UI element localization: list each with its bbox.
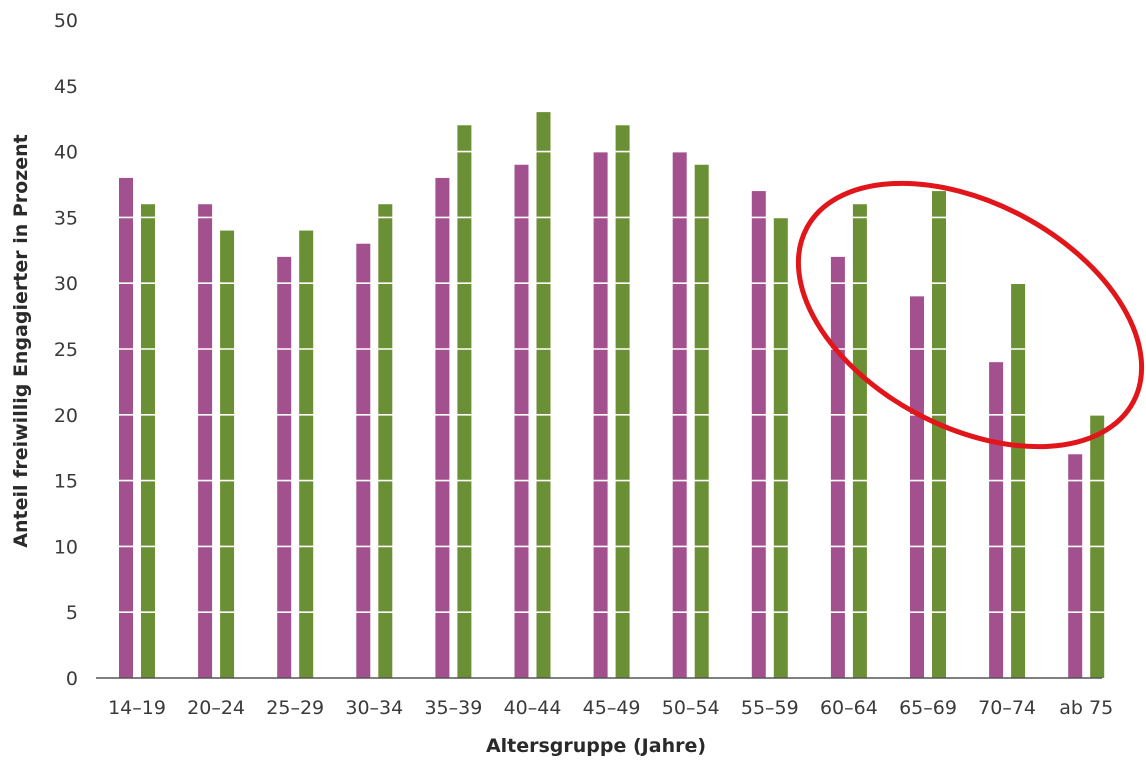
bar <box>694 164 709 678</box>
y-tick-label: 15 <box>54 471 78 493</box>
x-axis-title: Altersgruppe (Jahre) <box>486 735 706 757</box>
highlight-ellipse <box>795 180 1145 450</box>
y-tick-label: 40 <box>54 142 78 164</box>
bar <box>356 243 371 678</box>
y-tick-label: 45 <box>54 76 78 98</box>
bar <box>299 230 314 678</box>
x-tick-label: 14–19 <box>108 697 166 719</box>
y-axis-title: Anteil freiwillig Engagierter in Prozent <box>10 134 32 548</box>
x-tick-label: 40–44 <box>504 697 562 719</box>
x-tick-label: 20–24 <box>187 697 245 719</box>
bar <box>1068 454 1083 678</box>
x-tick-label: 25–29 <box>266 697 324 719</box>
y-tick-label: 30 <box>54 273 78 295</box>
x-tick-label: ab 75 <box>1059 697 1113 719</box>
bar <box>852 204 867 679</box>
y-tick-label: 35 <box>54 207 78 229</box>
gridlines <box>96 19 1146 614</box>
bar <box>457 125 472 678</box>
x-tick-label: 30–34 <box>345 697 403 719</box>
bar <box>536 112 551 679</box>
y-axis-ticks: 0 5 10 15 20 25 30 35 40 45 50 <box>54 10 78 690</box>
x-tick-label: 35–39 <box>424 697 482 719</box>
bar <box>932 191 946 678</box>
bar <box>615 125 630 678</box>
bar <box>751 191 766 678</box>
y-tick-label: 0 <box>66 668 78 690</box>
x-tick-label: 55–59 <box>741 697 799 719</box>
bar <box>514 164 529 678</box>
y-tick-label: 50 <box>54 10 78 32</box>
bar <box>141 204 155 679</box>
y-tick-label: 20 <box>54 405 78 427</box>
x-tick-label: 45–49 <box>583 697 641 719</box>
bar <box>773 217 788 678</box>
y-tick-label: 5 <box>66 602 78 624</box>
x-tick-label: 65–69 <box>899 697 957 719</box>
bar <box>119 177 133 679</box>
x-axis-ticks: 14–19 20–24 25–29 30–34 35–39 40–44 45–49 50–54… <box>108 697 1113 719</box>
bar <box>220 230 235 678</box>
bar <box>989 362 1004 678</box>
y-tick-label: 10 <box>54 536 78 558</box>
bar <box>277 256 292 678</box>
bars <box>119 112 1105 679</box>
bar <box>830 256 845 678</box>
y-tick-label: 25 <box>54 339 78 361</box>
bar <box>910 296 924 678</box>
x-tick-label: 70–74 <box>978 697 1036 719</box>
bar <box>378 204 393 679</box>
x-tick-label: 60–64 <box>820 697 878 719</box>
bar <box>435 177 450 679</box>
bar <box>198 204 213 679</box>
x-tick-label: 50–54 <box>662 697 720 719</box>
